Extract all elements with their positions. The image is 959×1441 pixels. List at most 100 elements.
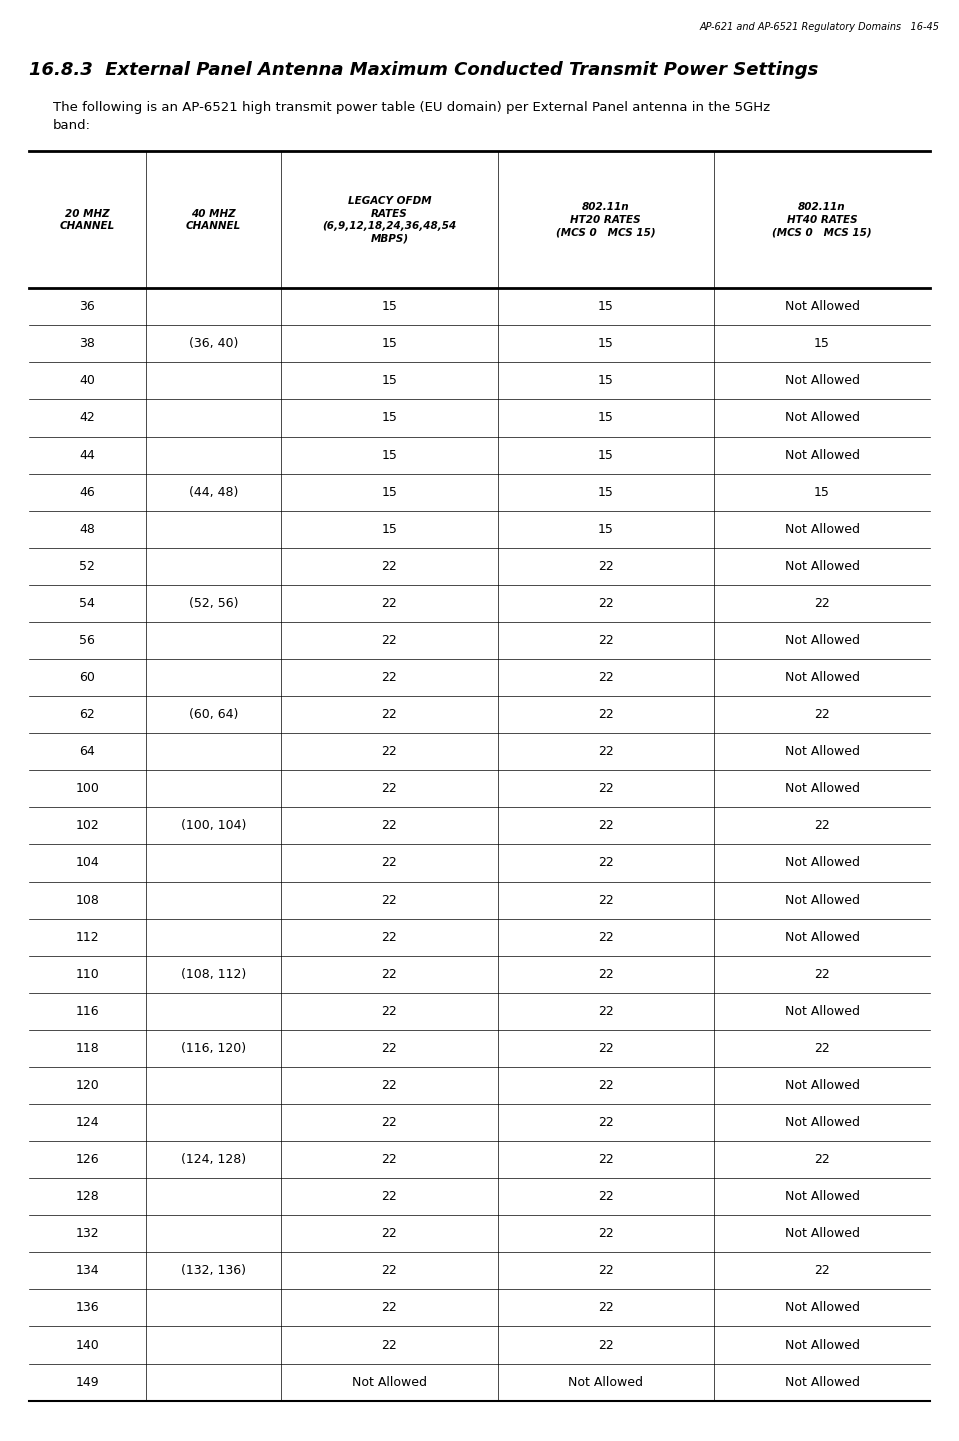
- Text: 22: 22: [382, 968, 397, 981]
- Text: Not Allowed: Not Allowed: [784, 523, 859, 536]
- Text: 136: 136: [76, 1301, 99, 1314]
- Text: 22: 22: [597, 931, 614, 944]
- Text: 22: 22: [382, 893, 397, 906]
- Text: 110: 110: [76, 968, 99, 981]
- Text: 15: 15: [597, 412, 614, 425]
- Text: 134: 134: [76, 1264, 99, 1277]
- Text: 22: 22: [382, 1228, 397, 1241]
- Text: 22: 22: [814, 1153, 830, 1166]
- Text: 124: 124: [76, 1115, 99, 1130]
- Text: Not Allowed: Not Allowed: [784, 745, 859, 758]
- Text: 20 MHZ
CHANNEL: 20 MHZ CHANNEL: [59, 209, 115, 231]
- Text: 60: 60: [80, 672, 95, 684]
- Text: 15: 15: [382, 523, 397, 536]
- Text: 22: 22: [597, 893, 614, 906]
- Text: Not Allowed: Not Allowed: [784, 856, 859, 869]
- Text: Not Allowed: Not Allowed: [784, 672, 859, 684]
- Text: Not Allowed: Not Allowed: [784, 1115, 859, 1130]
- Text: 22: 22: [814, 820, 830, 833]
- Text: 120: 120: [76, 1079, 99, 1092]
- Text: Not Allowed: Not Allowed: [784, 1004, 859, 1017]
- Text: 104: 104: [76, 856, 99, 869]
- Text: 62: 62: [80, 708, 95, 720]
- Text: 15: 15: [597, 448, 614, 461]
- Text: 22: 22: [814, 597, 830, 610]
- Text: 16.8.3  External Panel Antenna Maximum Conducted Transmit Power Settings: 16.8.3 External Panel Antenna Maximum Co…: [29, 61, 818, 78]
- Text: 22: 22: [382, 634, 397, 647]
- Text: 22: 22: [814, 1042, 830, 1055]
- Text: (124, 128): (124, 128): [181, 1153, 246, 1166]
- Text: 22: 22: [597, 1004, 614, 1017]
- Text: 22: 22: [382, 1153, 397, 1166]
- Text: 15: 15: [814, 337, 830, 350]
- Text: 15: 15: [382, 448, 397, 461]
- Text: 22: 22: [382, 820, 397, 833]
- Text: 46: 46: [80, 486, 95, 499]
- Text: (132, 136): (132, 136): [181, 1264, 246, 1277]
- Text: 54: 54: [80, 597, 95, 610]
- Text: 22: 22: [382, 1264, 397, 1277]
- Text: 22: 22: [382, 1339, 397, 1352]
- Text: 15: 15: [597, 300, 614, 313]
- Text: 22: 22: [382, 1004, 397, 1017]
- Text: 22: 22: [382, 597, 397, 610]
- Text: (60, 64): (60, 64): [189, 708, 238, 720]
- Text: 22: 22: [597, 1228, 614, 1241]
- Text: 22: 22: [597, 1301, 614, 1314]
- Text: 22: 22: [597, 745, 614, 758]
- Text: 15: 15: [597, 486, 614, 499]
- Text: 102: 102: [76, 820, 99, 833]
- Text: 22: 22: [597, 968, 614, 981]
- Text: 22: 22: [597, 782, 614, 795]
- Text: 64: 64: [80, 745, 95, 758]
- Text: Not Allowed: Not Allowed: [784, 1228, 859, 1241]
- Text: 22: 22: [597, 1339, 614, 1352]
- Text: Not Allowed: Not Allowed: [784, 448, 859, 461]
- Text: Not Allowed: Not Allowed: [784, 782, 859, 795]
- Text: 22: 22: [597, 1153, 614, 1166]
- Text: 22: 22: [382, 745, 397, 758]
- Text: 118: 118: [76, 1042, 99, 1055]
- Text: 22: 22: [597, 597, 614, 610]
- Text: 22: 22: [382, 672, 397, 684]
- Text: 22: 22: [597, 1115, 614, 1130]
- Text: Not Allowed: Not Allowed: [784, 1376, 859, 1389]
- Text: The following is an AP-6521 high transmit power table (EU domain) per External P: The following is an AP-6521 high transmi…: [53, 101, 770, 133]
- Text: 36: 36: [80, 300, 95, 313]
- Text: Not Allowed: Not Allowed: [784, 1301, 859, 1314]
- Text: 22: 22: [382, 1079, 397, 1092]
- Text: 126: 126: [76, 1153, 99, 1166]
- Text: Not Allowed: Not Allowed: [784, 931, 859, 944]
- Text: 48: 48: [80, 523, 95, 536]
- Text: LEGACY OFDM
RATES
(6,9,12,18,24,36,48,54
MBPS): LEGACY OFDM RATES (6,9,12,18,24,36,48,54…: [322, 196, 456, 244]
- Text: 22: 22: [382, 708, 397, 720]
- Text: 140: 140: [76, 1339, 99, 1352]
- Text: 15: 15: [382, 486, 397, 499]
- Text: Not Allowed: Not Allowed: [784, 559, 859, 574]
- Text: 22: 22: [597, 1079, 614, 1092]
- Text: 15: 15: [814, 486, 830, 499]
- Text: Not Allowed: Not Allowed: [784, 412, 859, 425]
- Text: 15: 15: [597, 523, 614, 536]
- Text: Not Allowed: Not Allowed: [784, 1190, 859, 1203]
- Text: 22: 22: [382, 559, 397, 574]
- Text: 22: 22: [382, 1190, 397, 1203]
- Text: 22: 22: [597, 708, 614, 720]
- Text: 52: 52: [80, 559, 95, 574]
- Text: 802.11n
HT40 RATES
(MCS 0   MCS 15): 802.11n HT40 RATES (MCS 0 MCS 15): [772, 202, 872, 238]
- Text: 22: 22: [597, 856, 614, 869]
- Text: AP-621 and AP-6521 Regulatory Domains   16-45: AP-621 and AP-6521 Regulatory Domains 16…: [700, 22, 940, 32]
- Text: Not Allowed: Not Allowed: [784, 634, 859, 647]
- Text: 22: 22: [814, 1264, 830, 1277]
- Text: 38: 38: [80, 337, 95, 350]
- Text: Not Allowed: Not Allowed: [784, 300, 859, 313]
- Text: Not Allowed: Not Allowed: [784, 1339, 859, 1352]
- Text: (100, 104): (100, 104): [181, 820, 246, 833]
- Text: Not Allowed: Not Allowed: [352, 1376, 427, 1389]
- Text: 44: 44: [80, 448, 95, 461]
- Text: 22: 22: [382, 1301, 397, 1314]
- Text: 22: 22: [597, 1042, 614, 1055]
- Text: 15: 15: [597, 375, 614, 388]
- Text: 22: 22: [597, 820, 614, 833]
- Text: 22: 22: [382, 782, 397, 795]
